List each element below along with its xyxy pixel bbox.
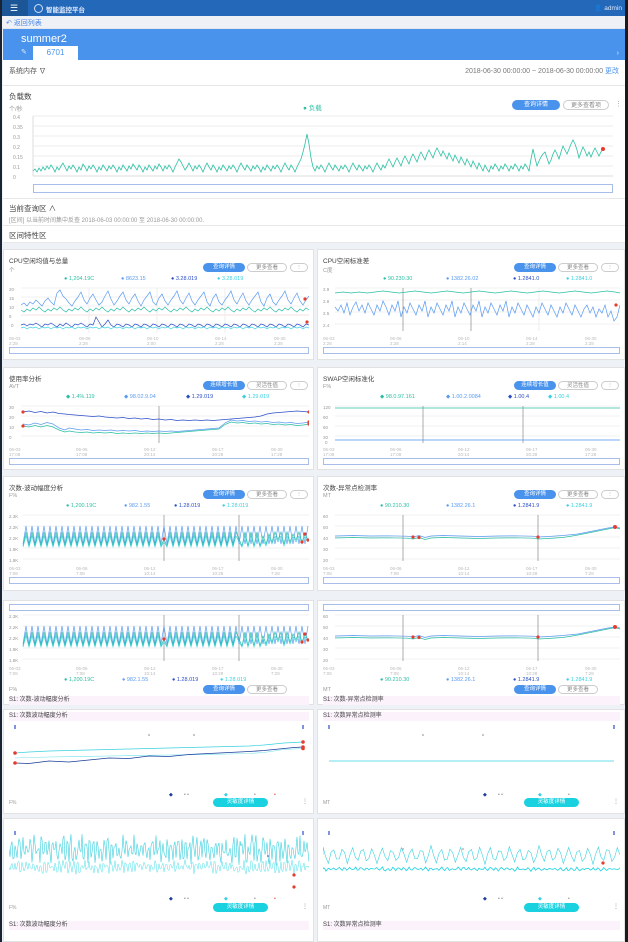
- svg-text:20: 20: [323, 658, 329, 663]
- svg-text:2.2K: 2.2K: [9, 536, 18, 541]
- svg-text:90: 90: [323, 415, 329, 420]
- svg-text:0.3: 0.3: [13, 135, 20, 141]
- svg-text:2.5: 2.5: [323, 311, 330, 316]
- svg-text:60: 60: [323, 425, 329, 430]
- svg-text:1.9K: 1.9K: [9, 647, 18, 652]
- svg-text:1.8K: 1.8K: [9, 558, 18, 563]
- svg-text:40: 40: [323, 636, 329, 641]
- svg-text:10: 10: [9, 305, 15, 310]
- svg-text:120: 120: [323, 405, 331, 410]
- svg-text:30: 30: [323, 547, 329, 552]
- svg-text:0.15: 0.15: [13, 155, 23, 161]
- svg-text:60: 60: [323, 514, 329, 519]
- svg-text:0: 0: [325, 440, 328, 445]
- svg-text:2.2K: 2.2K: [9, 625, 18, 630]
- svg-text:30: 30: [9, 405, 15, 410]
- svg-text:50: 50: [323, 525, 329, 530]
- svg-text:2.2K: 2.2K: [9, 636, 18, 641]
- svg-text:1.9K: 1.9K: [9, 547, 18, 552]
- svg-text:40: 40: [323, 536, 329, 541]
- svg-text:2.2K: 2.2K: [9, 525, 18, 530]
- svg-text:2.8: 2.8: [323, 299, 330, 304]
- svg-text:0: 0: [9, 435, 12, 440]
- svg-text:20: 20: [323, 558, 329, 563]
- svg-text:2.3K: 2.3K: [9, 614, 18, 619]
- svg-text:50: 50: [323, 625, 329, 630]
- svg-text:0.2: 0.2: [13, 145, 20, 151]
- svg-text:2.4: 2.4: [323, 323, 330, 328]
- svg-text:20: 20: [9, 415, 15, 420]
- svg-text:2.9: 2.9: [323, 287, 330, 292]
- svg-text:0.35: 0.35: [13, 125, 23, 131]
- svg-text:2.3K: 2.3K: [9, 514, 18, 519]
- svg-text:0: 0: [13, 175, 16, 181]
- svg-text:0.4: 0.4: [13, 115, 20, 121]
- svg-text:0: 0: [11, 323, 14, 328]
- svg-text:60: 60: [323, 614, 329, 619]
- svg-text:20: 20: [9, 287, 15, 292]
- svg-text:10: 10: [9, 425, 15, 430]
- svg-text:30: 30: [323, 647, 329, 652]
- svg-text:5: 5: [9, 314, 12, 319]
- svg-text:15: 15: [9, 296, 15, 301]
- svg-text:0.1: 0.1: [13, 165, 20, 171]
- svg-text:1.8K: 1.8K: [9, 658, 18, 663]
